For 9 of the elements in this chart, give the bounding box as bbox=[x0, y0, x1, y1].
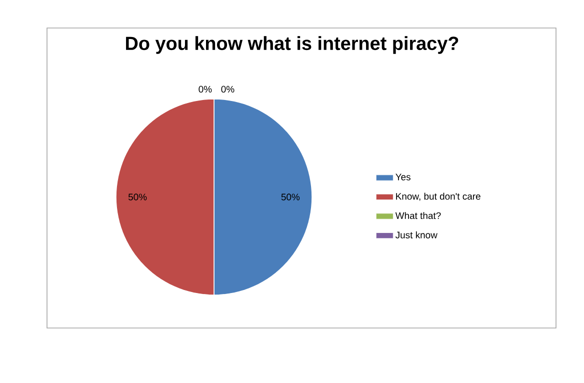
text: 0% bbox=[221, 86, 234, 93]
legend-label: What that? bbox=[395, 212, 441, 220]
data-label: 50% bbox=[281, 194, 300, 200]
legend-label: Yes bbox=[396, 174, 410, 180]
text: 0% bbox=[198, 86, 212, 93]
data-label: 50% bbox=[128, 194, 147, 200]
legend-label: Know, but don't care bbox=[396, 192, 480, 201]
chart-title: Do you know what is internet piracy? bbox=[126, 36, 458, 54]
legend-label: Just know bbox=[395, 231, 438, 238]
